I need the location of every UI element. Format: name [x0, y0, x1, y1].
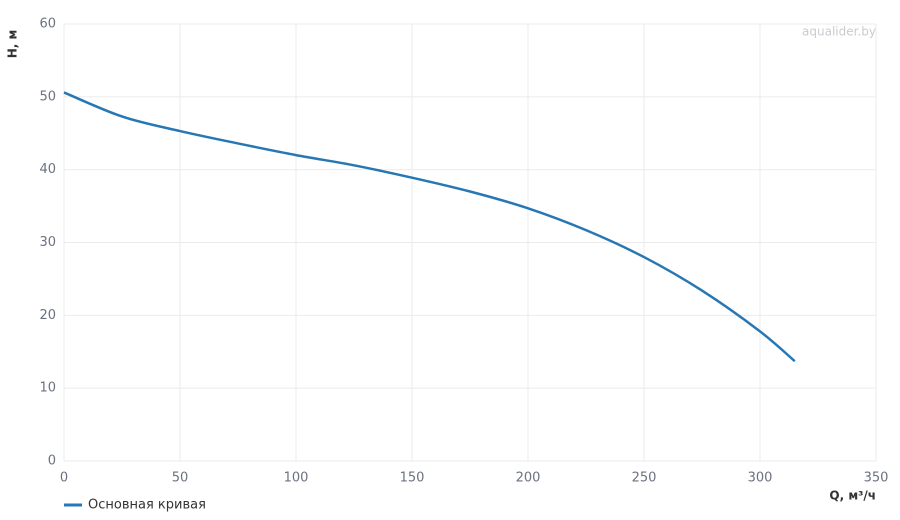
y-tick-label: 60 — [39, 17, 56, 32]
x-tick-label: 100 — [284, 471, 309, 486]
x-axis-title: Q, м³/ч — [829, 489, 876, 503]
watermark: aqualider.by — [802, 25, 876, 39]
y-axis-title: H, м — [6, 30, 20, 59]
series-line — [63, 91, 796, 363]
y-tick-label: 20 — [39, 308, 56, 323]
x-tick-label: 300 — [748, 471, 773, 486]
y-tick-label: 30 — [39, 235, 56, 250]
x-tick-label: 0 — [60, 471, 68, 486]
y-tick-label: 50 — [39, 89, 56, 104]
x-tick-label: 350 — [864, 471, 889, 486]
x-tick-label: 150 — [400, 471, 425, 486]
x-tick-label: 250 — [632, 471, 657, 486]
legend-label: Основная кривая — [88, 498, 206, 513]
y-tick-label: 0 — [48, 454, 56, 469]
x-tick-label: 200 — [516, 471, 541, 486]
grid — [63, 23, 877, 462]
y-tick-label: 40 — [39, 162, 56, 177]
x-tick-label: 50 — [172, 471, 189, 486]
y-tick-label: 10 — [39, 381, 56, 396]
